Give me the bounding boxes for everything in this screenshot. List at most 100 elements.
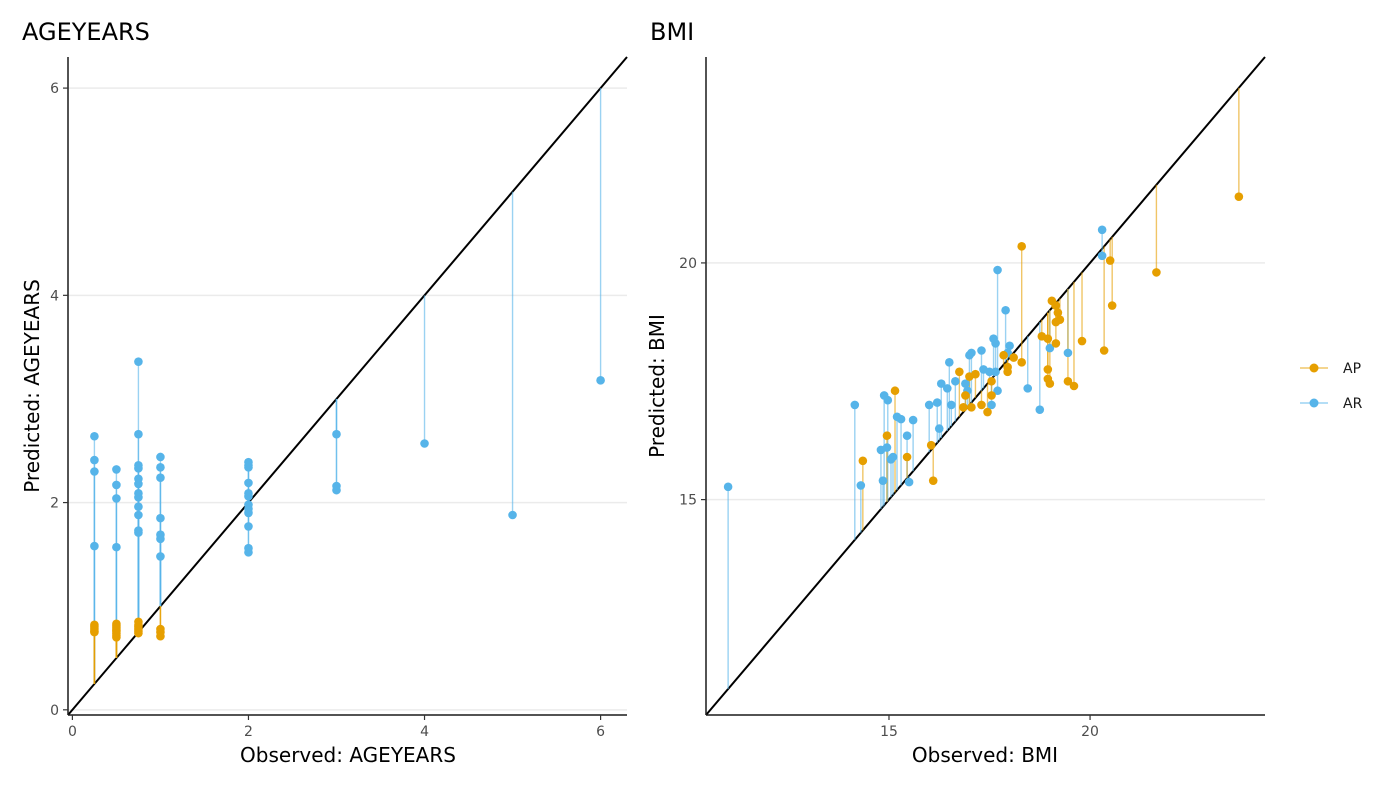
point-ap xyxy=(1069,381,1079,391)
point-ar xyxy=(90,467,99,476)
point-ar xyxy=(156,513,165,523)
point-ap xyxy=(882,431,892,441)
point-ar xyxy=(850,400,860,410)
point-ar xyxy=(883,395,893,405)
point-ar xyxy=(508,510,517,520)
legend-item-ar: AR xyxy=(1300,396,1363,412)
point-ar xyxy=(993,386,1002,396)
point-ap xyxy=(959,403,968,412)
point-ar xyxy=(987,400,996,410)
point-ap xyxy=(961,391,970,400)
point-ap xyxy=(1009,353,1018,362)
point-ap xyxy=(1045,379,1055,388)
point-ap xyxy=(977,400,986,410)
point-ar xyxy=(934,424,944,433)
point-ar xyxy=(244,508,253,518)
gridlines xyxy=(68,87,627,711)
point-ar xyxy=(1097,251,1107,261)
y-tick-label: 0 xyxy=(50,703,59,719)
data-points xyxy=(723,192,1244,492)
point-ar xyxy=(134,493,143,502)
point-ap xyxy=(999,350,1008,360)
point-ap xyxy=(928,476,938,485)
point-ap xyxy=(156,631,165,641)
point-ar xyxy=(90,455,99,465)
point-ar xyxy=(244,478,253,488)
point-ap xyxy=(902,452,912,462)
tick-labels: 0 2 4 6 0 2 4 6 xyxy=(50,81,605,740)
point-ap xyxy=(1099,346,1109,355)
identity-line-segment xyxy=(705,56,1266,716)
x-axis-title-ageyears: Observed: AGEYEARS xyxy=(240,743,456,767)
point-ap xyxy=(967,403,976,412)
point-ap xyxy=(987,391,996,400)
point-ar xyxy=(134,357,143,366)
point-ar xyxy=(947,400,956,410)
point-ar xyxy=(244,463,253,472)
point-ar xyxy=(967,348,976,358)
legend-dot-ap xyxy=(1309,363,1319,373)
legend-label-ap: AP xyxy=(1343,361,1361,377)
point-ar xyxy=(888,452,898,462)
point-ap xyxy=(112,632,121,642)
point-ap xyxy=(1063,376,1073,386)
point-ap xyxy=(926,440,936,450)
point-ar xyxy=(936,379,946,388)
panel-title-ageyears: AGEYEARS xyxy=(22,18,150,46)
point-ar xyxy=(112,480,121,490)
legend-label-ar: AR xyxy=(1343,396,1363,412)
x-tick-label: 4 xyxy=(420,724,429,740)
point-ap xyxy=(1017,242,1026,251)
point-ar xyxy=(420,439,429,448)
point-ar xyxy=(134,510,143,520)
y-axis-title-ageyears: Predicted: AGEYEARS xyxy=(20,279,44,493)
point-ar xyxy=(332,429,341,439)
point-ar xyxy=(908,415,918,425)
point-ap xyxy=(1003,367,1012,377)
identity-line xyxy=(67,56,628,716)
x-tick-label: 6 xyxy=(596,724,605,740)
point-ap xyxy=(955,367,964,377)
point-ap xyxy=(1053,308,1063,317)
point-ar xyxy=(156,463,165,472)
y-tick-label: 15 xyxy=(679,493,697,509)
x-tick-label: 0 xyxy=(68,724,77,740)
point-ap xyxy=(1043,334,1053,343)
point-ar xyxy=(90,541,99,551)
point-ar xyxy=(90,431,99,441)
x-axis-title-bmi: Observed: BMI xyxy=(912,743,1058,767)
point-ar xyxy=(961,379,970,388)
y-axis-title-bmi: Predicted: BMI xyxy=(645,314,669,458)
point-ap xyxy=(134,628,143,638)
point-ar xyxy=(332,485,341,495)
point-ar xyxy=(991,339,1000,348)
point-ap xyxy=(1051,301,1061,310)
panel-ageyears: AGEYEARS 0 2 4 6 0 2 4 6 Observed: AGEYEARS Pre… xyxy=(20,18,628,767)
point-ar xyxy=(156,552,165,561)
x-tick-label: 20 xyxy=(1081,724,1099,740)
point-ar xyxy=(134,528,143,537)
point-ap xyxy=(1234,192,1244,201)
point-ar xyxy=(156,534,165,544)
legend-dot-ar xyxy=(1309,398,1319,408)
point-ar xyxy=(902,431,912,441)
point-ar xyxy=(1097,225,1107,235)
identity-line xyxy=(705,56,1266,716)
point-ar xyxy=(244,522,253,531)
point-ap xyxy=(1017,358,1026,367)
point-ar xyxy=(977,346,986,355)
point-ar xyxy=(951,376,960,386)
point-ar xyxy=(932,398,942,407)
point-ar xyxy=(1005,341,1014,351)
axes xyxy=(701,57,1265,720)
point-ap xyxy=(1152,268,1161,277)
point-ar xyxy=(924,400,934,410)
point-ap xyxy=(971,369,980,379)
point-ar xyxy=(1063,348,1073,358)
tick-labels: 15 20 15 20 xyxy=(679,256,1099,740)
point-ar xyxy=(134,429,143,439)
point-ap xyxy=(1055,315,1065,325)
panel-bmi: BMI 15 20 15 20 Observed: BMI Predicted: BM… xyxy=(645,18,1266,767)
point-ap xyxy=(1105,256,1115,265)
